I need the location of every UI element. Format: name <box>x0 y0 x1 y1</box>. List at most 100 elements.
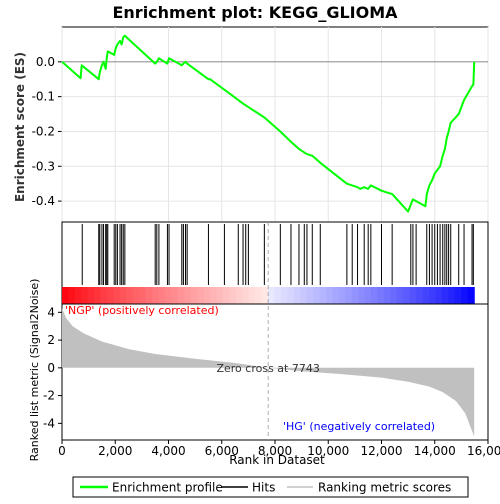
ranking-metric-area <box>62 308 475 437</box>
legend-label-enrichment: Enrichment profile <box>112 481 223 495</box>
correlation-bar-segment <box>248 287 256 304</box>
correlation-bar-segment <box>403 287 411 304</box>
enrichment-profile-line <box>61 34 476 213</box>
x-tick-label: 14,000 <box>414 444 456 458</box>
x-tick-label: 0 <box>58 444 66 458</box>
x-tick-label: 8,000 <box>258 444 292 458</box>
correlation-bar-segment <box>409 287 417 304</box>
correlation-bar-segment <box>377 287 385 304</box>
correlation-bar-segment <box>422 287 430 304</box>
correlation-bar-segment <box>448 287 456 304</box>
correlation-bar-segment <box>467 287 475 304</box>
x-axis-label: Rank in Dataset <box>229 453 325 467</box>
correlation-bar-segment <box>268 287 276 304</box>
correlation-bar-segment <box>435 287 443 304</box>
correlation-bar-segment <box>242 287 250 304</box>
metric-tick-label: 2 <box>47 333 55 347</box>
correlation-bar-segment <box>94 287 102 304</box>
negative-correlation-label: 'HG' (negatively correlated) <box>283 420 435 433</box>
x-tick-label: 4,000 <box>151 444 185 458</box>
correlation-bar-segment <box>197 287 205 304</box>
es-panel: 0.0 -0.1 -0.2 -0.3 -0.4 <box>32 26 489 223</box>
legend-box <box>72 476 469 498</box>
correlation-bar-segment <box>396 287 404 304</box>
correlation-bar-segment <box>190 287 198 304</box>
correlation-bar-segment <box>216 287 224 304</box>
correlation-bar-segment <box>383 287 392 304</box>
es-axis-label: Enrichment score (ES) <box>13 52 27 202</box>
correlation-bar-segment <box>81 287 89 304</box>
correlation-bar-segment <box>210 287 218 304</box>
correlation-bar-segment <box>203 287 211 304</box>
es-tick-label: -0.2 <box>32 124 55 138</box>
correlation-bar-segment <box>441 287 449 304</box>
correlation-bar-segment <box>429 287 437 304</box>
correlation-bar-segment <box>332 287 340 304</box>
correlation-bar-segment <box>165 287 173 304</box>
legend-label-hits: Hits <box>252 481 275 495</box>
correlation-bar-segment <box>287 287 295 304</box>
positive-correlation-label: 'NGP' (positively correlated) <box>65 304 219 317</box>
metric-tick-label: 0 <box>47 361 55 375</box>
correlation-bar-segment <box>62 287 70 304</box>
correlation-bar-segment <box>119 287 127 304</box>
correlation-bar-segment <box>235 287 243 304</box>
correlation-bar-segment <box>113 287 121 304</box>
correlation-bar-segment <box>326 287 334 304</box>
correlation-bar-segment <box>338 287 346 304</box>
correlation-bar-segment <box>351 287 359 304</box>
correlation-bar-segment <box>222 287 231 304</box>
correlation-bar-segment <box>261 287 269 304</box>
correlation-bar-segment <box>68 287 76 304</box>
metric-tick-label: -2 <box>43 389 55 403</box>
correlation-bar-segment <box>416 287 424 304</box>
es-tick-label: -0.1 <box>32 90 55 104</box>
x-tick-label: 12,000 <box>361 444 403 458</box>
es-tick-label: -0.4 <box>32 194 55 208</box>
correlation-bar-segment <box>364 287 372 304</box>
x-tick-label: 10,000 <box>307 444 349 458</box>
correlation-bar-segment <box>293 287 301 304</box>
correlation-bar-segment <box>107 287 115 304</box>
correlation-bar-segment <box>132 287 140 304</box>
correlation-bar-segment <box>274 287 282 304</box>
correlation-bar-segment <box>145 287 153 304</box>
metric-panel: Zero cross at 7743 'NGP' (positively corr… <box>43 222 500 458</box>
correlation-bar-segment <box>177 287 185 304</box>
metric-tick-label: -4 <box>43 416 55 430</box>
correlation-bar-segment <box>306 287 314 304</box>
correlation-bar-segment <box>358 287 366 304</box>
correlation-bar-segment <box>158 287 166 304</box>
correlation-bar-segment <box>300 287 308 304</box>
correlation-bar-segment <box>319 287 327 304</box>
correlation-bar-segment <box>171 287 179 304</box>
correlation-bar-segment <box>87 287 95 304</box>
x-tick-label: 2,000 <box>98 444 132 458</box>
correlation-bar-segment <box>100 287 108 304</box>
correlation-bar-segment <box>255 287 263 304</box>
chart-title: Enrichment plot: KEGG_GLIOMA <box>112 3 398 22</box>
legend-label-metric: Ranking metric scores <box>318 481 451 495</box>
correlation-bar-segment <box>184 287 192 304</box>
correlation-bar-segment <box>74 287 82 304</box>
correlation-bar-segment <box>229 287 237 304</box>
hits-panel <box>61 221 489 305</box>
zero-cross-label: Zero cross at 7743 <box>216 362 319 375</box>
correlation-bar-segment <box>454 287 462 304</box>
x-tick-label: 16,000 <box>467 444 500 458</box>
correlation-bar-segment <box>152 287 160 304</box>
correlation-bar-segment <box>139 287 147 304</box>
correlation-bar-segment <box>313 287 321 304</box>
correlation-bar-segment <box>390 287 398 304</box>
correlation-bar-segment <box>461 287 469 304</box>
metric-tick-label: 4 <box>47 305 55 319</box>
es-tick-label: 0.0 <box>36 55 55 69</box>
metric-axis-label: Ranked list metric (Signal2Noise) <box>28 279 41 462</box>
x-tick-label: 6,000 <box>205 444 239 458</box>
correlation-bar-segment <box>280 287 288 304</box>
legend: Enrichment profile Hits Ranking metric s… <box>72 476 469 498</box>
correlation-bar-segment <box>126 287 134 304</box>
es-tick-label: -0.3 <box>32 159 55 173</box>
